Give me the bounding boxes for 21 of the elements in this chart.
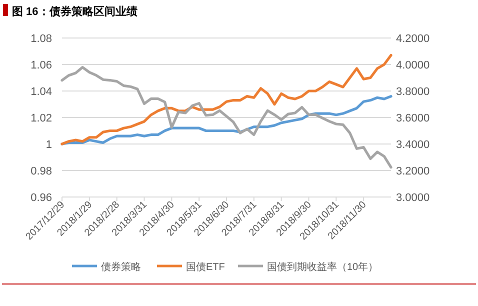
line-series bbox=[60, 54, 392, 146]
y2-tick-label: 3.2000 bbox=[396, 166, 430, 178]
y-tick-label: 1.08 bbox=[30, 33, 52, 45]
y-tick-label: 1 bbox=[46, 139, 52, 151]
y2-tick-label: 3.4000 bbox=[396, 139, 430, 151]
y-tick-label: 1.06 bbox=[30, 60, 52, 72]
line-series bbox=[60, 95, 392, 146]
y2-tick-label: 3.0000 bbox=[396, 192, 430, 204]
y2-tick-label: 3.6000 bbox=[396, 112, 430, 124]
y2-tick-label: 4.0000 bbox=[396, 60, 430, 72]
y-tick-label: 1.04 bbox=[30, 86, 52, 98]
y-tick-label: 1.02 bbox=[30, 112, 52, 124]
legend-label: 债券策略 bbox=[101, 261, 141, 273]
y-tick-label: 0.96 bbox=[30, 192, 52, 204]
y-tick-label: 0.98 bbox=[30, 166, 52, 178]
chart-title: 图 16：债券策略区间业绩 bbox=[12, 5, 138, 18]
y2-tick-label: 3.8000 bbox=[396, 86, 430, 98]
y2-tick-label: 4.2000 bbox=[396, 33, 430, 45]
legend-label: 国债ETF bbox=[186, 262, 225, 273]
line-series bbox=[60, 66, 392, 169]
legend-label: 国债到期收益率（10年） bbox=[267, 261, 378, 273]
